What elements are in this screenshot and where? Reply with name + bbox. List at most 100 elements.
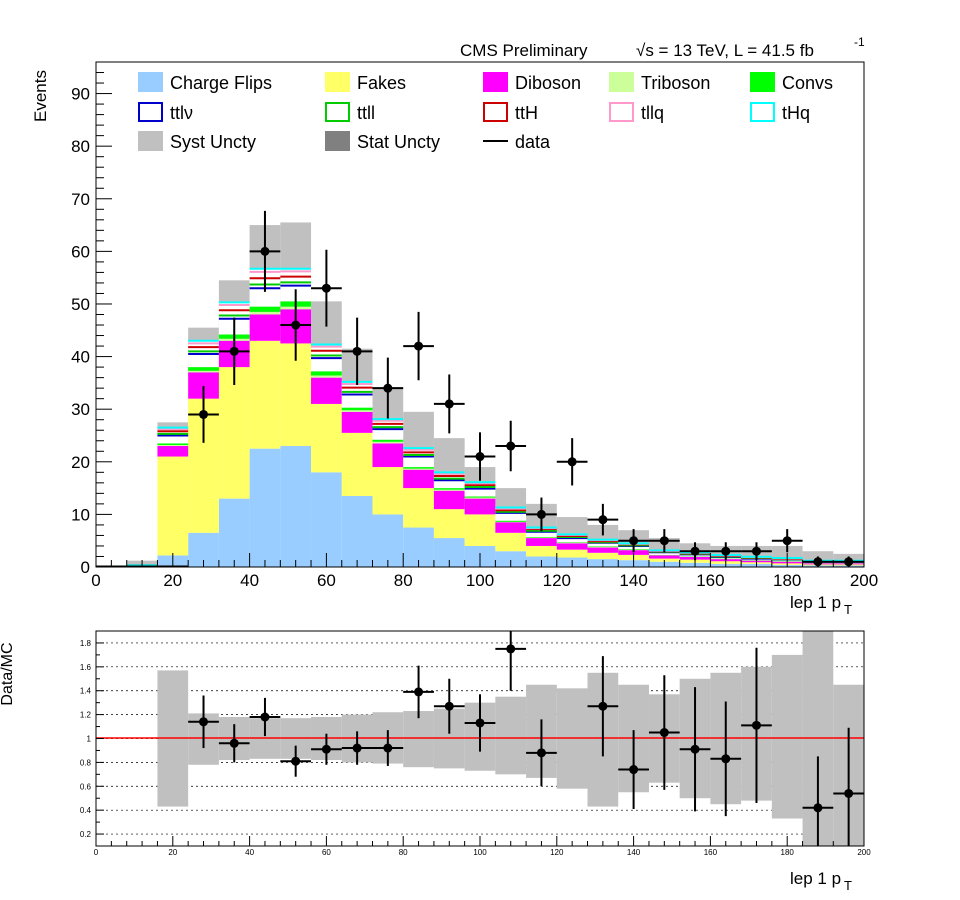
y-tick-label: 70: [71, 190, 90, 209]
x-tick-label: 60: [317, 571, 336, 590]
legend-swatch: [484, 103, 507, 121]
main-panel: 0 20 40 60 80 100 120 140 160 180 200 0 10 20 30 40 50 6…: [31, 62, 878, 617]
y-tick-label: 80: [71, 137, 90, 156]
ratio-point: [230, 739, 239, 748]
ratio-y-ticks: 0.2 0.4 0.6 0.8 1 1.2 1.4 1.6 1.8: [80, 631, 104, 846]
stack-bar-triboson: [250, 312, 281, 315]
legend-swatch: [610, 103, 633, 121]
x-tick-label: 140: [619, 571, 647, 590]
stack-bar-charge-flips: [311, 472, 342, 567]
stack-bar-convs: [434, 488, 465, 490]
stack-bar-convs: [465, 497, 496, 498]
stack-bar-charge-flips: [342, 496, 373, 567]
ratio-y-tick-label: 0.8: [80, 758, 92, 767]
ratio-x-tick-label: 0: [94, 848, 99, 857]
x-tick-label: 100: [466, 571, 494, 590]
ratio-x-tick-label: 80: [399, 848, 408, 857]
legend-label: ttlν: [170, 103, 193, 123]
y-tick-label: 10: [71, 505, 90, 524]
ratio-y-tick-label: 1.6: [80, 663, 92, 672]
data-point: [629, 536, 638, 545]
stack-bar-triboson: [588, 547, 619, 548]
y-tick-label: 60: [71, 242, 90, 261]
legend-swatch: [325, 72, 350, 92]
x-tick-label: 200: [850, 571, 878, 590]
y-tick-label: 40: [71, 348, 90, 367]
legend-item-stat-uncty: Stat Uncty: [325, 131, 440, 152]
main-x-axis-subscript: T: [844, 602, 852, 617]
stack-bar-fakes: [434, 509, 465, 538]
stack-bar-fakes: [588, 553, 619, 559]
ratio-y-tick-label: 1.4: [80, 687, 92, 696]
data-point: [783, 536, 792, 545]
stack-bar-convs: [372, 440, 403, 442]
data-point: [383, 384, 392, 393]
data-point: [537, 510, 546, 519]
stack-bar-triboson: [157, 445, 188, 446]
stack-bar-charge-flips: [250, 449, 281, 567]
stack-fill-ttl-: [157, 435, 188, 443]
legend-item-thq: tHq: [751, 103, 810, 123]
data-point: [260, 247, 269, 256]
stack-bar-fakes: [219, 367, 250, 499]
legend-item-syst-uncty: Syst Uncty: [138, 131, 256, 152]
main-y-ticks: 0 10 20 30 40 50 60 70 80 90: [71, 62, 112, 577]
ratio-x-tick-label: 200: [857, 848, 871, 857]
legend-label: ttll: [357, 103, 375, 123]
legend-item-tllq: tllq: [610, 103, 664, 123]
stack-bar-fakes: [250, 341, 281, 449]
stack-fill-ttl-: [342, 394, 373, 407]
stack-fill-ttl-: [403, 457, 434, 468]
stack-bar-triboson: [495, 522, 526, 523]
y-tick-label: 0: [81, 558, 90, 577]
ratio-point: [844, 789, 853, 798]
stack-bar-convs: [557, 542, 588, 543]
stack-bar-fakes: [157, 457, 188, 556]
stack-bar-diboson: [649, 555, 680, 558]
legend-label: ttH: [515, 103, 538, 123]
data-point: [476, 452, 485, 461]
ratio-point: [813, 803, 822, 812]
ratio-x-axis-subscript: T: [844, 878, 852, 893]
ratio-y-tick-label: 0.2: [80, 830, 92, 839]
data-point: [445, 399, 454, 408]
data-point: [506, 442, 515, 451]
data-point: [199, 410, 208, 419]
stack-bar-triboson: [342, 410, 373, 412]
stack-bar-fakes: [403, 488, 434, 527]
ratio-y-tick-label: 1: [87, 735, 92, 744]
data-point: [568, 457, 577, 466]
stack-fill-ttl-: [311, 358, 342, 371]
stack-bar-triboson: [403, 469, 434, 470]
stack-bar-fakes: [342, 433, 373, 496]
legend-item-tth: ttH: [484, 103, 538, 123]
stack-bar-charge-flips: [372, 514, 403, 567]
ratio-point: [199, 717, 208, 726]
legend-item-data: data: [483, 132, 551, 152]
ratio-band-bin: [772, 655, 803, 819]
legend-label: Stat Uncty: [357, 132, 440, 152]
ratio-point: [260, 713, 269, 722]
stack-fill-ttl-: [188, 354, 219, 367]
ratio-point: [752, 721, 761, 730]
legend-swatch: [750, 72, 775, 92]
legend-label: Triboson: [641, 73, 710, 93]
ratio-point: [506, 644, 515, 653]
ratio-point: [291, 757, 300, 766]
legend-label: Charge Flips: [170, 73, 272, 93]
legend-swatch: [138, 131, 163, 151]
ratio-x-tick-label: 100: [473, 848, 487, 857]
legend-label: tllq: [641, 103, 664, 123]
ratio-y-tick-label: 1.2: [80, 711, 92, 720]
legend-label: Fakes: [357, 73, 406, 93]
stack-bar-convs: [157, 443, 188, 445]
lumi-label: √s = 13 TeV, L = 41.5 fb: [636, 41, 814, 60]
ratio-x-tick-label: 40: [245, 848, 254, 857]
legend: Charge Flips Fakes Diboson Triboson Convsttl…: [138, 72, 833, 152]
data-point: [291, 321, 300, 330]
data-point: [721, 547, 730, 556]
x-tick-label: 40: [240, 571, 259, 590]
data-point: [598, 515, 607, 524]
y-tick-label: 20: [71, 453, 90, 472]
legend-label: Convs: [782, 73, 833, 93]
